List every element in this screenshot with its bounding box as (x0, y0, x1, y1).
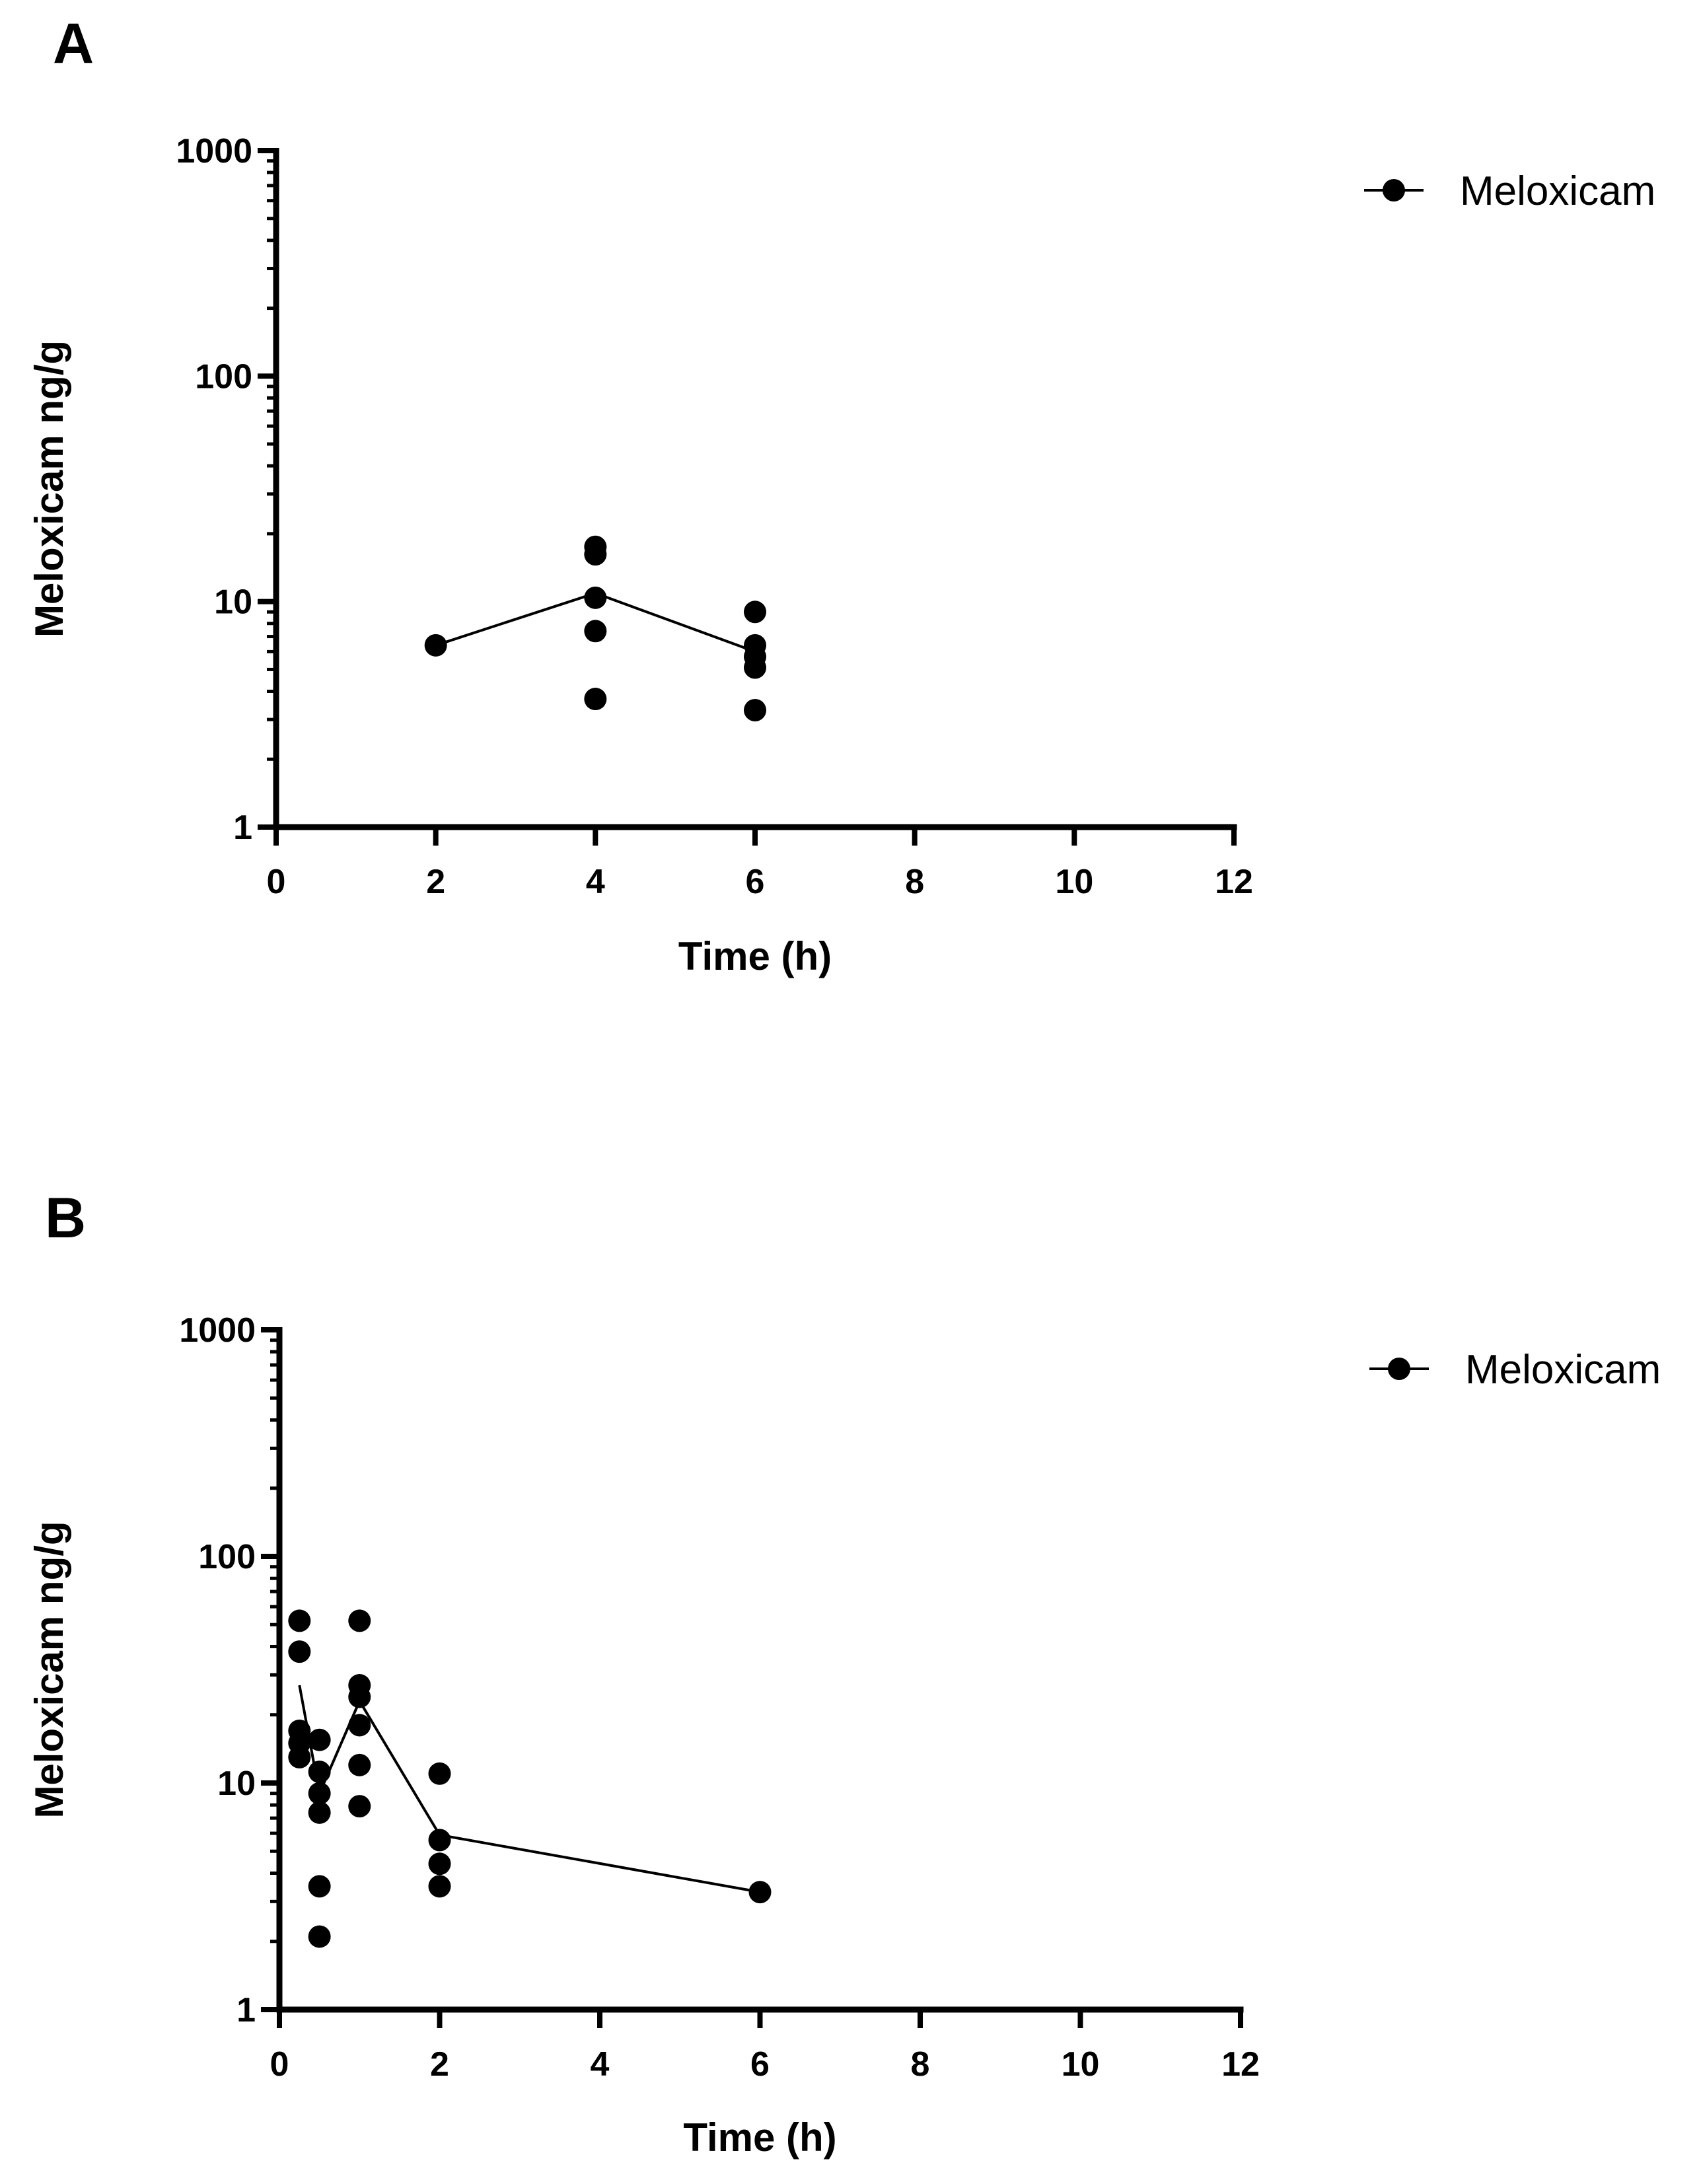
chart-panel-a: A 1 10 100 1000 0 2 4 6 8 10 12 Time (h) Meloxicam ng… (27, 12, 1655, 978)
legend-marker (1383, 179, 1405, 201)
legend: Meloxicam (1364, 168, 1655, 214)
x-tick-label: 2 (430, 2045, 449, 2084)
legend: Meloxicam (1369, 1347, 1661, 1393)
x-tick-label: 8 (911, 2045, 930, 2084)
y-tick-label: 100 (195, 357, 252, 396)
data-point (308, 1875, 331, 1898)
data-point (348, 1609, 371, 1632)
data-point (424, 634, 447, 657)
y-tick-label: 1 (236, 1991, 256, 2029)
data-point (428, 1762, 451, 1785)
data-point (348, 1795, 371, 1818)
x-tick-label: 10 (1055, 863, 1093, 901)
data-point (584, 586, 607, 609)
x-tick-label: 4 (586, 863, 605, 901)
data-point (308, 1801, 331, 1824)
data-point (348, 1753, 371, 1776)
y-axis-title: Meloxicam ng/g (27, 1521, 71, 1818)
x-tick-label: 6 (746, 863, 765, 901)
data-point (288, 1640, 311, 1663)
y-axis-title: Meloxicam ng/g (27, 340, 71, 637)
legend-label: Meloxicam (1460, 168, 1655, 214)
data-point (308, 1761, 331, 1784)
x-tick-label: 2 (426, 863, 445, 901)
y-tick-label: 1000 (176, 132, 252, 170)
data-point (288, 1745, 311, 1768)
x-tick-label: 12 (1221, 2045, 1260, 2084)
y-tick-label: 10 (214, 583, 252, 622)
panel-label: B (45, 1186, 86, 1250)
data-point (584, 688, 607, 711)
data-point (584, 620, 607, 643)
data-point (428, 1829, 451, 1852)
data-point (744, 656, 766, 679)
legend-marker (1388, 1358, 1410, 1380)
panel-label: A (53, 12, 94, 75)
data-point (584, 543, 607, 566)
data-point (308, 1925, 331, 1948)
y-tick-label: 100 (198, 1538, 256, 1576)
x-tick-label: 0 (267, 863, 286, 901)
data-point (308, 1728, 331, 1751)
x-tick-label: 4 (591, 2045, 610, 2084)
data-point (348, 1685, 371, 1708)
data-point (748, 1881, 772, 1904)
legend-label: Meloxicam (1465, 1347, 1661, 1393)
data-point (308, 1782, 331, 1805)
data-point (744, 601, 766, 624)
x-tick-label: 8 (905, 863, 924, 901)
data-point (288, 1609, 311, 1632)
x-tick-label: 12 (1215, 863, 1253, 901)
data-point (744, 699, 766, 722)
y-tick-label: 1000 (179, 1311, 256, 1350)
x-tick-label: 6 (750, 2045, 770, 2084)
data-point (428, 1852, 451, 1875)
x-tick-label: 10 (1062, 2045, 1100, 2084)
data-point (348, 1714, 371, 1737)
x-axis-title: Time (h) (683, 2115, 836, 2160)
data-point (428, 1875, 451, 1898)
chart-panel-b: B 1 10 100 1000 0 2 4 6 8 10 12 Time (h) Meloxicam ng… (27, 1186, 1661, 2160)
y-tick-label: 1 (233, 809, 252, 847)
x-axis-title: Time (h) (678, 934, 832, 978)
y-tick-label: 10 (217, 1765, 256, 1803)
x-tick-label: 0 (270, 2045, 289, 2084)
